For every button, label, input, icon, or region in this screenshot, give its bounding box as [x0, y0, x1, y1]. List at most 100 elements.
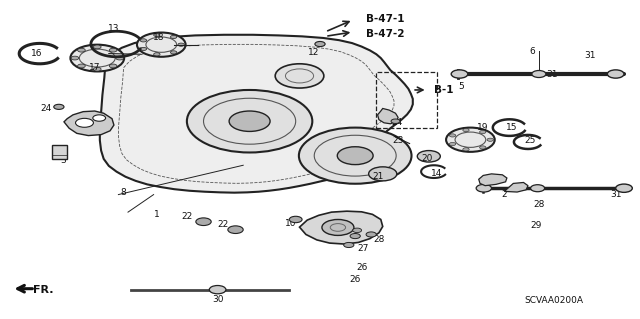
Text: 16: 16 — [31, 49, 43, 58]
Text: 21: 21 — [372, 172, 383, 181]
Text: 17: 17 — [89, 63, 100, 72]
Circle shape — [350, 234, 360, 239]
Circle shape — [479, 130, 486, 134]
Circle shape — [451, 70, 468, 78]
Circle shape — [353, 228, 362, 233]
Circle shape — [417, 151, 440, 162]
Circle shape — [463, 129, 469, 132]
Circle shape — [116, 56, 124, 60]
Text: 24: 24 — [391, 118, 403, 127]
Circle shape — [109, 64, 117, 68]
Text: 26: 26 — [356, 263, 368, 272]
Text: 28: 28 — [533, 200, 545, 209]
Circle shape — [315, 41, 325, 47]
Circle shape — [54, 104, 64, 109]
Circle shape — [322, 219, 354, 235]
Polygon shape — [504, 182, 528, 192]
Circle shape — [187, 90, 312, 152]
Text: 23: 23 — [392, 137, 404, 145]
Text: 31: 31 — [546, 70, 557, 78]
Text: 25: 25 — [524, 137, 536, 145]
Circle shape — [228, 226, 243, 234]
Text: 28: 28 — [373, 235, 385, 244]
Text: 27: 27 — [358, 244, 369, 253]
Circle shape — [229, 111, 270, 131]
Circle shape — [532, 70, 546, 78]
Text: 8: 8 — [120, 189, 125, 197]
Circle shape — [616, 184, 632, 192]
Circle shape — [476, 184, 492, 192]
Circle shape — [154, 33, 160, 37]
Circle shape — [344, 242, 354, 248]
Circle shape — [531, 185, 545, 192]
Text: 9: 9 — [337, 229, 342, 238]
Text: 24: 24 — [40, 104, 52, 113]
Circle shape — [487, 138, 493, 141]
Text: 14: 14 — [431, 169, 442, 178]
Circle shape — [154, 53, 160, 56]
Circle shape — [93, 45, 101, 49]
Circle shape — [391, 119, 400, 123]
Bar — [376, 72, 437, 128]
Text: FR.: FR. — [33, 285, 54, 295]
Circle shape — [109, 48, 117, 52]
Text: 13: 13 — [108, 24, 120, 33]
Text: SCVAA0200A: SCVAA0200A — [525, 296, 584, 305]
Text: 11: 11 — [482, 182, 493, 191]
Text: 7: 7 — [381, 111, 387, 120]
Text: 20: 20 — [422, 154, 433, 163]
Circle shape — [275, 64, 324, 88]
Circle shape — [137, 33, 186, 57]
Circle shape — [178, 43, 184, 46]
Text: 2: 2 — [502, 190, 507, 199]
Circle shape — [76, 118, 93, 127]
Circle shape — [209, 286, 226, 294]
Text: 22: 22 — [217, 220, 228, 229]
Circle shape — [446, 128, 495, 152]
Text: 5: 5 — [458, 82, 463, 91]
Polygon shape — [100, 35, 413, 193]
Circle shape — [77, 48, 85, 52]
Polygon shape — [64, 111, 114, 136]
Circle shape — [366, 232, 376, 237]
Circle shape — [170, 35, 177, 39]
Text: 31: 31 — [610, 190, 621, 199]
Text: 19: 19 — [477, 123, 489, 132]
Polygon shape — [479, 174, 507, 186]
Circle shape — [77, 64, 85, 68]
Text: 10: 10 — [285, 219, 297, 228]
Text: 18: 18 — [153, 33, 164, 42]
Text: 26: 26 — [349, 275, 360, 284]
Text: 3: 3 — [60, 156, 65, 165]
Circle shape — [449, 142, 456, 145]
Circle shape — [196, 218, 211, 226]
Circle shape — [140, 39, 147, 42]
Circle shape — [463, 148, 469, 151]
Circle shape — [170, 51, 177, 54]
Circle shape — [70, 45, 124, 71]
Text: 22: 22 — [181, 212, 193, 221]
Text: 6: 6 — [530, 47, 535, 56]
Circle shape — [607, 70, 624, 78]
Text: B-47-2: B-47-2 — [366, 29, 404, 40]
Circle shape — [479, 146, 486, 149]
Bar — [52, 145, 67, 159]
Circle shape — [449, 134, 456, 137]
Circle shape — [71, 56, 79, 60]
Circle shape — [289, 216, 302, 223]
Text: 4: 4 — [76, 121, 81, 130]
Text: 30: 30 — [212, 295, 223, 304]
Polygon shape — [300, 211, 383, 244]
Circle shape — [93, 115, 106, 121]
Circle shape — [140, 47, 147, 50]
Polygon shape — [378, 108, 398, 124]
Circle shape — [337, 147, 373, 165]
Text: 12: 12 — [308, 48, 319, 57]
Text: 1: 1 — [154, 210, 159, 219]
Text: B-1: B-1 — [434, 85, 453, 95]
Text: B-47-1: B-47-1 — [366, 14, 404, 24]
Circle shape — [299, 128, 412, 184]
Circle shape — [93, 67, 101, 71]
Circle shape — [369, 167, 397, 181]
Text: 15: 15 — [506, 123, 518, 132]
